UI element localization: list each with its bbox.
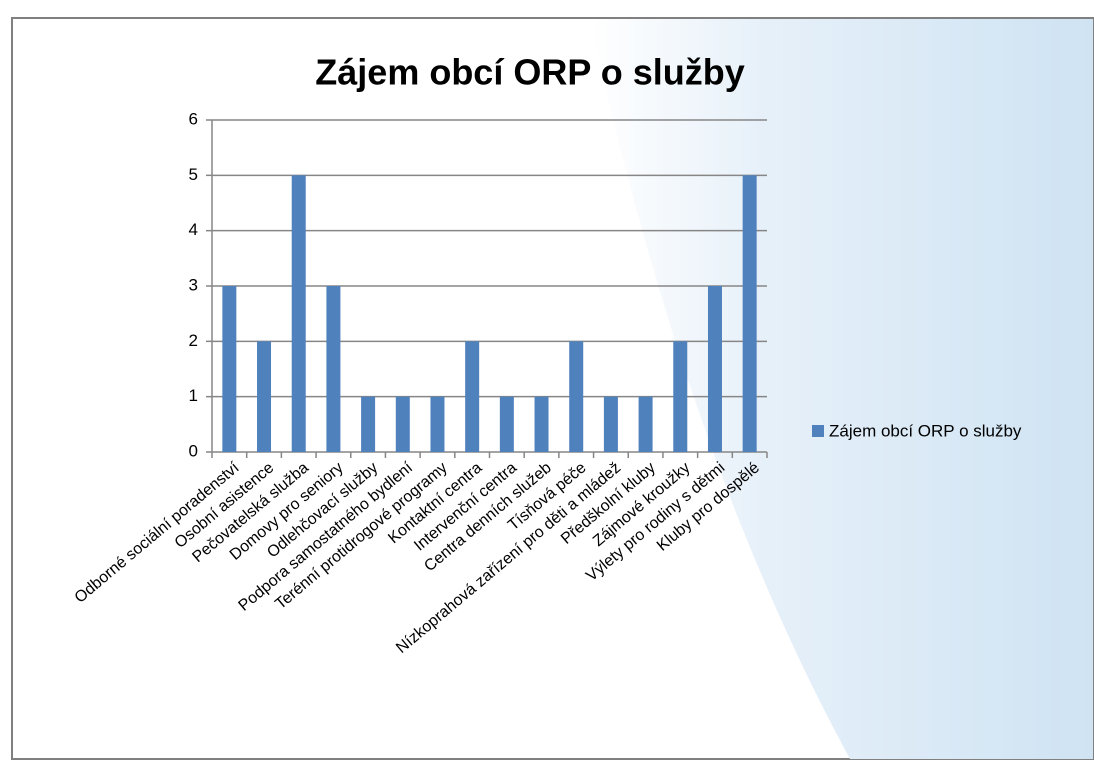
bar [499,396,514,452]
legend-swatch [812,425,824,437]
bar [742,175,757,453]
bar [291,175,306,453]
bar [257,341,272,452]
y-tick-label: 6 [189,109,198,128]
bar [707,286,722,452]
bar [465,341,480,452]
bar [395,396,410,452]
chart-title: Zájem obcí ORP o služby [315,52,744,93]
background-gradient [590,19,1093,759]
bar [673,341,688,452]
bar [569,341,584,452]
bar [326,286,341,452]
bar [361,396,376,452]
bar [534,396,549,452]
y-tick-label: 5 [189,165,198,184]
legend-label: Zájem obcí ORP o služby [829,421,1022,440]
y-tick-label: 3 [189,275,198,294]
bar [638,396,653,452]
bar [603,396,618,452]
y-tick-label: 1 [189,386,198,405]
y-tick-label: 0 [189,441,198,460]
y-tick-label: 2 [189,331,198,350]
bar [430,396,445,452]
bar [222,286,237,452]
y-tick-label: 4 [189,220,198,239]
